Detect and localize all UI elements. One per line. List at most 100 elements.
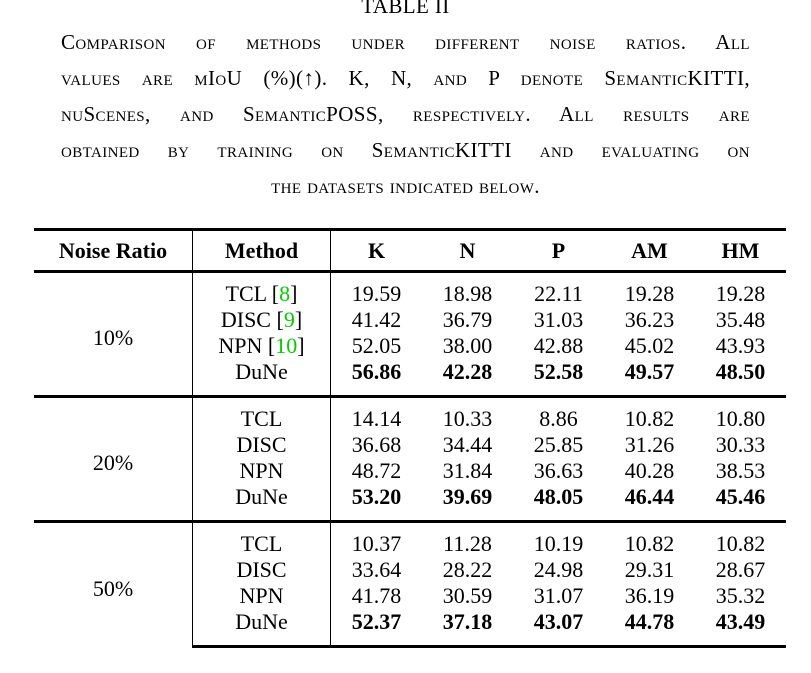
table-row: DISC [9] 41.42 36.79 31.03 36.23 35.48 <box>34 307 786 333</box>
value-cell: 38.53 <box>715 458 766 483</box>
value-cell: 14.14 <box>330 395 422 432</box>
method-cell: DuNe <box>192 484 331 522</box>
value-cell: 43.49 <box>695 609 786 648</box>
citation-link[interactable]: 10 <box>275 333 298 358</box>
value-cell: 19.59 <box>330 270 422 307</box>
value-cell: 34.44 <box>442 432 493 457</box>
value-cell: 10.19 <box>513 520 604 557</box>
table-row: DuNe 56.86 42.28 52.58 49.57 48.50 <box>34 359 786 397</box>
value-cell: 48.05 <box>533 484 584 509</box>
value-cell: 31.03 <box>533 307 584 332</box>
method-cell: TCL <box>192 395 331 432</box>
value-cell: 56.86 <box>351 359 402 384</box>
value-cell: 22.11 <box>513 270 604 307</box>
value-cell: 36.79 <box>442 307 493 332</box>
value-cell: 11.28 <box>422 520 513 557</box>
table-row: 20% TCL 14.14 10.33 8.86 10.82 10.80 <box>34 395 786 522</box>
value-cell: 36.63 <box>533 458 584 483</box>
column-header-method: Method <box>192 228 331 273</box>
citation-link[interactable]: 9 <box>283 307 295 332</box>
value-cell: 10.82 <box>604 520 695 557</box>
table-body: 10% TCL [8] 19.59 18.98 22.11 19.28 19.28 DISC … <box>34 270 786 648</box>
table-row: DuNe 53.20 39.69 48.05 46.44 45.46 <box>34 484 786 522</box>
value-cell: 28.22 <box>442 557 493 582</box>
value-cell: 24.98 <box>533 557 584 582</box>
value-cell: 25.85 <box>533 432 584 457</box>
table-row: NPN 41.78 30.59 31.07 36.19 35.32 <box>34 583 786 609</box>
table-row: NPN [10] 52.05 38.00 42.88 45.02 43.93 <box>34 333 786 359</box>
method-cell: TCL [8] <box>192 270 331 307</box>
value-cell: 48.72 <box>351 458 402 483</box>
noise-ratio-cell: 10% <box>34 270 193 397</box>
value-cell: 35.32 <box>715 583 766 608</box>
value-cell: 38.00 <box>442 333 493 358</box>
value-cell: 31.26 <box>624 432 675 457</box>
table-row: DISC 33.64 28.22 24.98 29.31 28.67 <box>34 557 786 583</box>
table-row: NPN 48.72 31.84 36.63 40.28 38.53 <box>34 458 786 484</box>
value-cell: 30.59 <box>442 583 493 608</box>
value-cell: 36.23 <box>624 307 675 332</box>
value-cell: 40.28 <box>624 458 675 483</box>
value-cell: 35.48 <box>715 307 766 332</box>
caption-line: nuScenes, and SemanticPOSS, respectively… <box>61 102 750 126</box>
noise-ratio-cell: 50% <box>34 520 193 647</box>
value-cell: 33.64 <box>351 557 402 582</box>
caption-text: Comparison of methods under different no… <box>61 24 750 204</box>
value-cell: 42.88 <box>533 333 584 358</box>
value-cell: 48.50 <box>715 359 766 384</box>
value-cell: 18.98 <box>422 270 513 307</box>
method-cell: DISC [9] <box>192 307 331 333</box>
table-row: 50% TCL 10.37 11.28 10.19 10.82 10.82 <box>34 520 786 647</box>
value-cell: 10.82 <box>604 395 695 432</box>
caption-line: the datasets indicated below. <box>271 174 540 198</box>
method-cell: DuNe <box>192 359 331 397</box>
value-cell: 36.68 <box>351 432 402 457</box>
method-cell: NPN <box>192 458 331 484</box>
value-cell: 31.07 <box>533 583 584 608</box>
value-cell: 10.33 <box>422 395 513 432</box>
noise-ratio-cell: 20% <box>34 395 193 522</box>
column-header-noise-ratio: Noise Ratio <box>34 228 193 273</box>
value-cell: 41.78 <box>351 583 402 608</box>
value-cell: 43.07 <box>513 609 604 648</box>
method-cell: DuNe <box>192 609 331 648</box>
value-cell: 10.37 <box>330 520 422 557</box>
value-cell: 52.37 <box>330 609 422 648</box>
caption-line: obtained by training on SemanticKITTI an… <box>61 138 750 162</box>
table-number-label: TABLE II <box>361 0 450 18</box>
column-header-n: N <box>422 228 513 273</box>
value-cell: 39.69 <box>442 484 493 509</box>
caption-line: Comparison of methods under different no… <box>61 30 750 54</box>
caption-line: values are mIoU (%)(↑). K, N, and P deno… <box>61 66 750 90</box>
value-cell: 42.28 <box>442 359 493 384</box>
value-cell: 36.19 <box>624 583 675 608</box>
method-cell: TCL <box>192 520 331 557</box>
value-cell: 37.18 <box>422 609 513 648</box>
method-cell: DISC <box>192 557 331 583</box>
value-cell: 45.46 <box>715 484 766 509</box>
table-header: Noise Ratio Method K N P AM HM <box>34 228 786 273</box>
value-cell: 44.78 <box>604 609 695 648</box>
column-header-p: P <box>513 228 604 273</box>
value-cell: 46.44 <box>624 484 675 509</box>
value-cell: 30.33 <box>715 432 766 457</box>
value-cell: 19.28 <box>604 270 695 307</box>
table-row: DuNe 52.37 37.18 43.07 44.78 43.49 <box>34 609 786 648</box>
value-cell: 29.31 <box>624 557 675 582</box>
column-header-hm: HM <box>695 228 786 273</box>
table-row: DISC 36.68 34.44 25.85 31.26 30.33 <box>34 432 786 458</box>
method-cell: NPN [10] <box>192 333 331 359</box>
results-table: Noise Ratio Method K N P AM HM 10% TCL [8] 19.59… <box>34 228 786 648</box>
value-cell: 45.02 <box>624 333 675 358</box>
citation-link[interactable]: 8 <box>279 281 291 306</box>
value-cell: 10.80 <box>695 395 786 432</box>
method-cell: NPN <box>192 583 331 609</box>
value-cell: 43.93 <box>715 333 766 358</box>
value-cell: 41.42 <box>351 307 402 332</box>
value-cell: 53.20 <box>351 484 402 509</box>
value-cell: 31.84 <box>442 458 493 483</box>
table-caption: TABLE II Comparison of methods under dif… <box>61 0 750 204</box>
column-header-k: K <box>330 228 422 273</box>
value-cell: 52.05 <box>351 333 402 358</box>
